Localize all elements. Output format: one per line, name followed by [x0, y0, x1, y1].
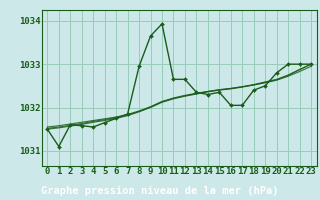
Text: Graphe pression niveau de la mer (hPa): Graphe pression niveau de la mer (hPa) [41, 186, 279, 196]
